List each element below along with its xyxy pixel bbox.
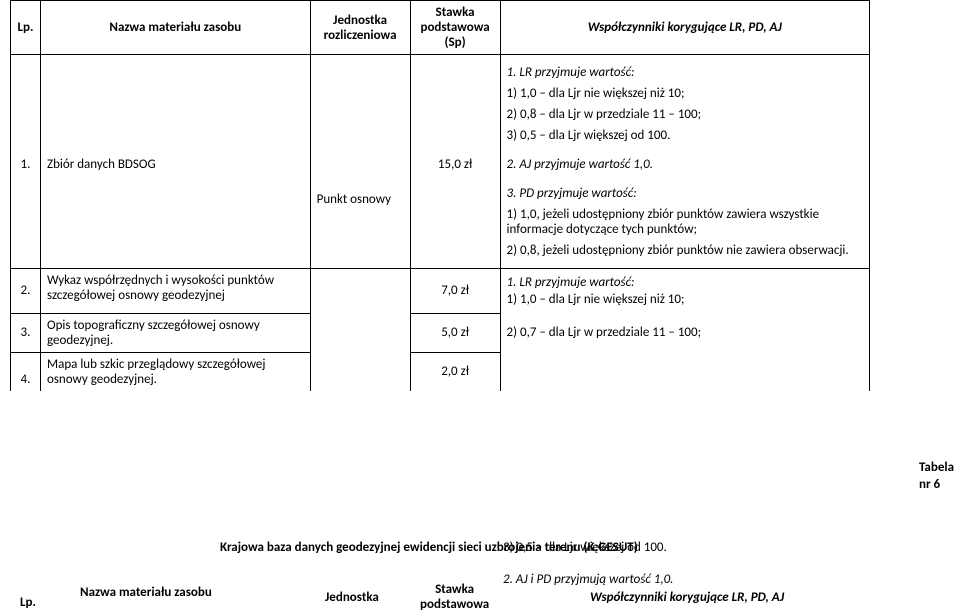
cell-nazwa (40, 176, 310, 269)
cell-wsp-block1: 1. LR przyjmuje wartość: 1) 1,0 – dla Lj… (500, 55, 869, 154)
overlap-krajowa: Krajowa baza danych geodezyjnej ewidencj… (220, 540, 780, 555)
cell-jedn (310, 55, 410, 154)
overlap-nazwa2: Nazwa materiału zasobu (80, 585, 212, 600)
cell-nazwa (40, 55, 310, 154)
cell-nazwa: Wykaz współrzędnych i wysokości punktów … (40, 269, 310, 314)
side-label: Tabela nr 6 (919, 460, 954, 494)
table-header-row: Lp. Nazwa materiału zasobu Jednostka roz… (11, 1, 870, 55)
overlap-jednostka2: Jednostka (325, 590, 379, 605)
cell-jedn (310, 269, 410, 314)
header-stawka: Stawka podstawowa (Sp) (410, 1, 500, 55)
table-row: 2. Wykaz współrzędnych i wysokości punkt… (11, 269, 870, 314)
cell-wsp-block2: 3. PD przyjmuje wartość: 1) 1,0, jeżeli … (500, 176, 869, 269)
cell-lp: 3. (11, 313, 41, 352)
overlap-lp2: Lp. (20, 595, 36, 610)
block2-t1: 3. PD przyjmuje wartość: (507, 186, 863, 201)
header-jednostka-l1: Jednostka (317, 13, 404, 28)
main-table: Lp. Nazwa materiału zasobu Jednostka roz… (10, 0, 870, 391)
overlap-wsp2: Współczynniki korygujące LR, PD, AJ (590, 590, 784, 605)
cell-lp: 1. (11, 153, 41, 176)
table-row: 4. Mapa lub szkic przeglądowy szczegółow… (11, 352, 870, 391)
row2-wsp-l1: 1. LR przyjmuje wartość: (507, 275, 863, 290)
header-lp: Lp. (11, 1, 41, 55)
cell-wsp: 1. LR przyjmuje wartość: 1) 1,0 – dla Lj… (500, 269, 869, 314)
cell-wsp: 2. AJ przyjmuje wartość 1,0. (500, 153, 869, 176)
side-l1: Tabela (919, 460, 954, 477)
cell-nazwa: Opis topograficzny szczegółowej osnowy g… (40, 313, 310, 352)
table-row: Punkt osnowy 3. PD przyjmuje wartość: 1)… (11, 176, 870, 269)
cell-jedn (310, 153, 410, 176)
block1-t2: 1) 1,0 – dla Ljr nie większej niż 10; (507, 86, 863, 101)
cell-stawka: 7,0 zł (410, 269, 500, 314)
table-row: 1. Zbiór danych BDSOG 15,0 zł 2. AJ przy… (11, 153, 870, 176)
cell-lp (11, 176, 41, 269)
overlap-stawka2-l2: podstawowa (420, 597, 489, 612)
table-row: 1. LR przyjmuje wartość: 1) 1,0 – dla Lj… (11, 55, 870, 154)
header-stawka-l3: (Sp) (417, 35, 494, 50)
cell-jedn (310, 352, 410, 391)
cell-stawka: 2,0 zł (410, 352, 500, 391)
header-jednostka: Jednostka rozliczeniowa (310, 1, 410, 55)
cell-wsp: 2) 0,7 – dla Ljr w przedziale 11 – 100; (500, 313, 869, 352)
block1-t4: 3) 0,5 – dla Ljr większej od 100. (507, 128, 863, 143)
row4-nazwa-l1: Mapa lub szkic przeglądowy szczegółowej (47, 357, 304, 372)
cell-lp: 4. (11, 352, 41, 391)
header-nazwa: Nazwa materiału zasobu (40, 1, 310, 55)
cell-stawka: 5,0 zł (410, 313, 500, 352)
cell-lp: 2. (11, 269, 41, 314)
block2-t2: 1) 1,0, jeżeli udostępniony zbiór punktó… (507, 207, 863, 237)
header-jednostka-l2: rozliczeniowa (317, 28, 404, 43)
cell-wsp (500, 352, 869, 391)
overlap-stawka2: Stawka podstawowa (420, 582, 489, 612)
block1-t1: 1. LR przyjmuje wartość: (507, 65, 863, 80)
overlap-stawka2-l1: Stawka (420, 582, 489, 597)
cell-nazwa: Mapa lub szkic przeglądowy szczegółowej … (40, 352, 310, 391)
header-stawka-l2: podstawowa (417, 20, 494, 35)
cell-jedn: Punkt osnowy (310, 176, 410, 269)
overlap-bottom-wsp: 3) 0,5 – dla Ljr większej od 100. (503, 540, 667, 555)
header-stawka-l1: Stawka (417, 5, 494, 20)
table-row: 3. Opis topograficzny szczegółowej osnow… (11, 313, 870, 352)
block1-t3: 2) 0,8 – dla Ljr w przedziale 11 – 100; (507, 107, 863, 122)
row4-nazwa-l2: osnowy geodezyjnej. (47, 372, 304, 387)
block2-t3: 2) 0,8, jeżeli udostępniony zbiór punktó… (507, 243, 863, 258)
cell-stawka (410, 55, 500, 154)
cell-stawka (410, 176, 500, 269)
cell-jedn (310, 313, 410, 352)
header-wsp: Współczynniki korygujące LR, PD, AJ (500, 1, 869, 55)
cell-stawka: 15,0 zł (410, 153, 500, 176)
row2-wsp-l2: 1) 1,0 – dla Ljr nie większej niż 10; (507, 292, 863, 307)
cell-nazwa: Zbiór danych BDSOG (40, 153, 310, 176)
overlap-bottom-aj: 2. AJ i PD przyjmują wartość 1,0. (503, 572, 673, 587)
side-l2: nr 6 (919, 477, 954, 494)
cell-lp (11, 55, 41, 154)
